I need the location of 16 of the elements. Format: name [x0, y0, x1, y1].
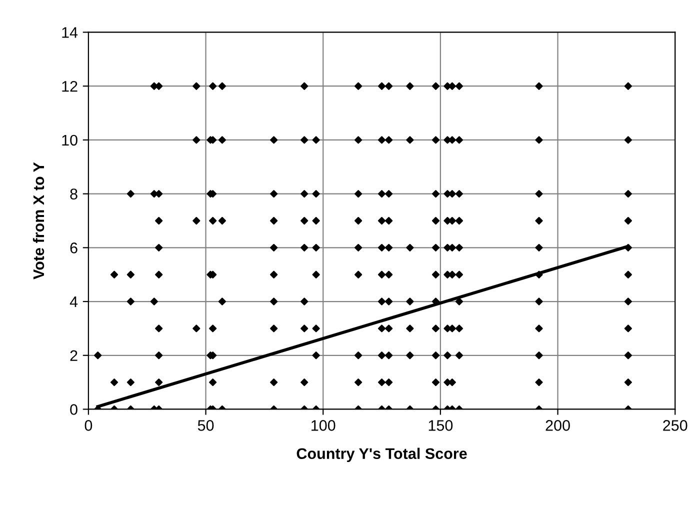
x-tick-label: 100 — [312, 420, 336, 431]
y-tick-label: 2 — [70, 350, 78, 361]
x-tick-label: 200 — [546, 420, 570, 431]
y-tick-label: 4 — [70, 296, 78, 308]
y-tick-label: 10 — [62, 134, 78, 146]
y-tick-label: 6 — [70, 242, 78, 254]
y-tick-label: 0 — [70, 404, 78, 415]
x-tick-label: 250 — [663, 420, 688, 431]
x-axis-title: Country Y's Total Score — [296, 448, 467, 462]
x-tick-label: 50 — [198, 420, 214, 431]
y-tick-label: 12 — [62, 80, 78, 92]
x-tick-label: 0 — [84, 420, 92, 431]
y-tick-label: 14 — [62, 27, 78, 38]
x-tick-label: 150 — [428, 420, 453, 431]
y-axis-title: Vote from X to Y — [32, 162, 44, 280]
y-tick-label: 8 — [70, 188, 78, 200]
